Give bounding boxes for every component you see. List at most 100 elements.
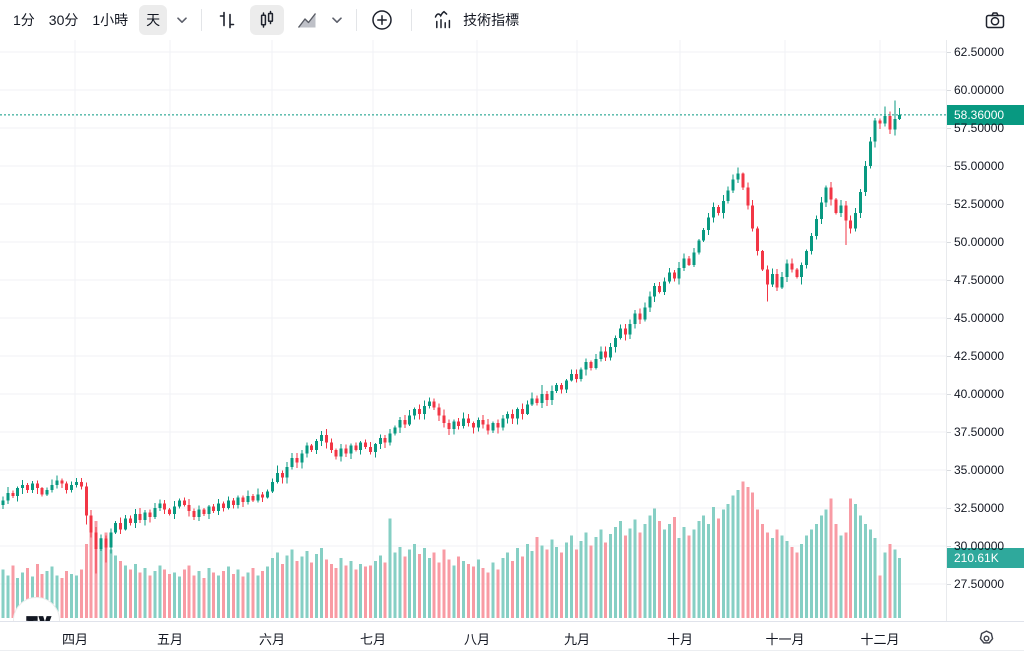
month-label: 七月	[359, 632, 387, 647]
area-style-icon[interactable]	[290, 5, 324, 35]
candle-body	[761, 251, 764, 270]
volume-bar	[182, 569, 186, 618]
volume-bar	[810, 529, 813, 618]
price-tick-label: 27.50000	[954, 577, 1005, 591]
candle-body	[663, 281, 666, 293]
volume-bar	[266, 566, 270, 618]
candle-body	[667, 272, 671, 282]
candle-body	[731, 179, 735, 191]
volume-bar	[271, 558, 274, 618]
bars-style-icon[interactable]	[210, 5, 244, 35]
volume-bar	[682, 526, 686, 618]
candle-body	[726, 190, 730, 201]
candle-body	[246, 495, 250, 502]
candle-body	[222, 503, 225, 508]
volume-bar	[6, 575, 10, 618]
candle-body	[692, 252, 696, 265]
candle-body	[344, 448, 348, 454]
volume-bar	[202, 578, 206, 618]
chart-pane[interactable]	[0, 40, 946, 644]
candle-body	[217, 503, 221, 512]
candle-body	[677, 267, 681, 279]
volume-bar	[26, 568, 29, 618]
candle-body	[501, 418, 505, 428]
candle-body	[883, 115, 887, 124]
candle-body	[780, 276, 784, 288]
style-chevron-down-icon[interactable]	[326, 5, 348, 35]
candle-body	[702, 229, 706, 241]
candle-body	[467, 418, 470, 423]
candle-body	[863, 166, 867, 192]
time-axis[interactable]: 四月 五月 六月 七月 八月 九月 十月 十一月 十二月	[0, 621, 1024, 651]
volume-bar	[599, 529, 603, 618]
volume-bar	[173, 572, 176, 618]
candle-body	[413, 409, 417, 416]
volume-bar	[70, 573, 74, 618]
volume-bar	[158, 565, 162, 618]
candle-body	[697, 240, 701, 253]
price-tick-mark	[947, 584, 951, 585]
candle-body	[45, 489, 49, 495]
volume-bar	[177, 576, 181, 618]
interval-button-1h[interactable]: 1小時	[85, 5, 135, 35]
volume-bar	[35, 563, 39, 618]
price-axis[interactable]: 58.36000 210.61K 62.50000 60.00000 57.5000…	[946, 40, 1024, 621]
interval-button-1d[interactable]: 天	[139, 5, 168, 35]
candle-body	[305, 445, 309, 454]
candle-body	[604, 351, 608, 358]
candle-body	[868, 141, 872, 166]
candle-body	[643, 307, 647, 320]
candle-body	[226, 500, 230, 508]
interval-button-1m[interactable]: 1分	[6, 5, 42, 35]
candles-style-icon[interactable]	[250, 5, 285, 35]
volume-bar	[716, 518, 720, 618]
candle-body	[550, 390, 554, 401]
candle-body	[364, 442, 368, 448]
price-tick-mark	[947, 318, 951, 319]
price-tick-label: 62.50000	[954, 45, 1005, 59]
candle-body	[579, 369, 583, 379]
compare-add-icon[interactable]	[365, 5, 399, 35]
volume-bar	[545, 549, 549, 618]
volume-bar	[60, 578, 64, 618]
month-label: 五月	[156, 632, 184, 647]
volume-bar	[349, 561, 353, 618]
candle-body	[422, 406, 426, 414]
volume-bar	[393, 552, 397, 618]
volume-bar	[124, 565, 127, 618]
volume-bar	[560, 552, 564, 618]
volume-bar	[79, 569, 83, 618]
volume-bar	[329, 563, 333, 618]
axis-settings-gear-icon[interactable]	[974, 626, 998, 650]
indicators-button[interactable]: 技術指標	[424, 3, 527, 37]
price-tick-mark	[947, 90, 951, 91]
interval-chevron-down-icon[interactable]	[171, 5, 193, 35]
volume-bar	[65, 570, 69, 618]
candle-body	[378, 438, 382, 445]
volume-bar	[849, 498, 853, 618]
candle-body	[148, 512, 152, 518]
volume-bar	[16, 578, 20, 618]
volume-bar	[667, 523, 671, 618]
snapshot-camera-icon[interactable]	[978, 5, 1012, 35]
candle-body	[805, 251, 809, 265]
candle-body	[844, 205, 848, 221]
interval-button-30m[interactable]: 30分	[42, 5, 86, 35]
candle-body	[182, 500, 186, 505]
volume-bar	[486, 572, 490, 618]
candle-body	[574, 374, 578, 379]
volume-bar	[163, 569, 167, 618]
candle-body	[471, 422, 475, 428]
candle-body	[300, 453, 304, 463]
volume-bar	[672, 516, 676, 618]
candle-body	[310, 445, 314, 451]
volume-bar	[702, 515, 706, 618]
candlestick-chart[interactable]	[0, 40, 946, 620]
candle-body	[79, 482, 83, 487]
candle-body	[315, 441, 319, 451]
volume-bar	[369, 565, 372, 618]
candle-body	[819, 202, 823, 220]
candle-body	[6, 492, 10, 501]
toolbar-separator	[356, 9, 358, 31]
price-tick-label: 30.00000	[954, 539, 1005, 553]
